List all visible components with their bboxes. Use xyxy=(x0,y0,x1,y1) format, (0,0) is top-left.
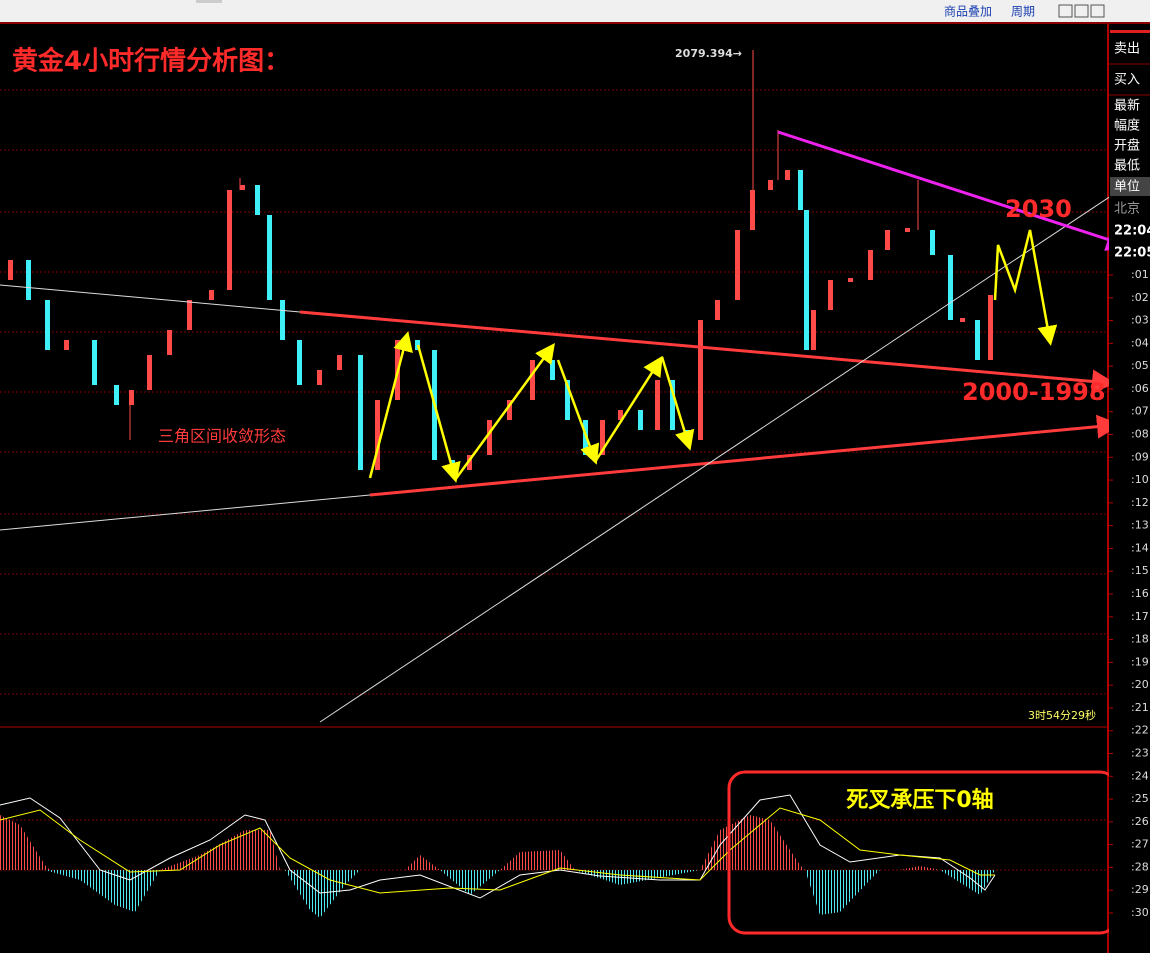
unit-row xyxy=(1110,177,1150,196)
field-label: 最低 xyxy=(1114,159,1140,174)
time-tick: :17 xyxy=(1131,610,1149,623)
time-tick: :08 xyxy=(1131,428,1149,441)
time-tick: :09 xyxy=(1131,450,1149,463)
target-down: 2000-1998 xyxy=(962,378,1106,406)
time-tick: :07 xyxy=(1131,405,1149,418)
toolbar xyxy=(0,0,1150,22)
nav-button[interactable] xyxy=(1074,4,1089,18)
macd-note: 死叉承压下0轴 xyxy=(846,787,993,813)
field-label: 幅度 xyxy=(1114,118,1140,134)
time-tick: :14 xyxy=(1131,541,1149,554)
trend-line xyxy=(0,284,301,313)
field-label: 北京 xyxy=(1114,202,1140,217)
buy-label: 买入 xyxy=(1114,73,1140,88)
period-button[interactable]: 周期 xyxy=(1011,5,1035,19)
dea-line xyxy=(0,807,995,894)
time-tick: :10 xyxy=(1131,473,1149,486)
chart-title: 黄金4小时行情分析图： xyxy=(12,46,290,77)
time-tick: :01 xyxy=(1131,268,1149,281)
sell-label: 卖出 xyxy=(1114,42,1140,57)
time-tick: :26 xyxy=(1131,815,1149,828)
overlay-button[interactable]: 商品叠加 xyxy=(944,4,992,19)
trend-line xyxy=(319,169,1150,723)
time-tick: :04 xyxy=(1131,336,1149,349)
time-tick: :16 xyxy=(1131,587,1149,600)
time-tick: :15 xyxy=(1131,564,1149,577)
grid xyxy=(0,89,1108,871)
toolbar-tab xyxy=(196,0,222,3)
time-tick: :06 xyxy=(1131,382,1149,395)
pattern-label: 三角区间收敛形态 xyxy=(158,427,286,446)
time-tick: :30 xyxy=(1131,906,1149,919)
time-tick: :21 xyxy=(1131,701,1149,714)
down-candles xyxy=(26,170,980,470)
field-label: 开盘 xyxy=(1114,138,1140,154)
trend-line xyxy=(0,494,371,531)
countdown: 3时54分29秒 xyxy=(1028,708,1096,722)
field-label: 最新 xyxy=(1114,98,1140,114)
support-line xyxy=(369,414,1121,497)
nav-button[interactable] xyxy=(1090,4,1105,18)
magenta-line xyxy=(777,130,1131,251)
time-tick: :05 xyxy=(1131,359,1149,372)
side-accent xyxy=(1110,30,1150,33)
macd-histogram xyxy=(0,815,995,918)
time-tick: :03 xyxy=(1131,314,1149,327)
time-tick: :23 xyxy=(1131,747,1149,760)
time-tick: :29 xyxy=(1131,883,1149,896)
resistance-line xyxy=(299,310,1116,394)
time-tick: :24 xyxy=(1131,769,1149,782)
time-label: 22:05 xyxy=(1114,246,1150,261)
toolbar-border xyxy=(0,22,1150,24)
time-tick: :20 xyxy=(1131,678,1149,691)
time-tick: :25 xyxy=(1131,792,1149,805)
time-tick: :18 xyxy=(1131,633,1149,646)
nav-button[interactable] xyxy=(1058,4,1073,18)
swing-arrows xyxy=(368,229,1058,483)
time-tick: :28 xyxy=(1131,860,1149,873)
time-tick: :12 xyxy=(1131,496,1149,509)
time-tick: :27 xyxy=(1131,838,1149,851)
up-candles xyxy=(8,170,993,470)
target-up: 2030 xyxy=(1005,195,1072,223)
dif-line xyxy=(0,794,996,899)
time-ticks: :01 :02 :03 :04 :05 :06 :07 :08 :09 :10 :12 :13 :14:… xyxy=(1108,268,1149,919)
candle-wicks xyxy=(129,50,919,440)
time-tick: :13 xyxy=(1131,519,1149,532)
time-tick: :19 xyxy=(1131,655,1149,668)
time-tick: :02 xyxy=(1131,291,1149,304)
high-label: 2079.394→ xyxy=(675,47,742,60)
field-label: 单位 xyxy=(1114,180,1140,195)
time-tick: :22 xyxy=(1131,724,1149,737)
time-label: 22:04 xyxy=(1114,224,1150,239)
